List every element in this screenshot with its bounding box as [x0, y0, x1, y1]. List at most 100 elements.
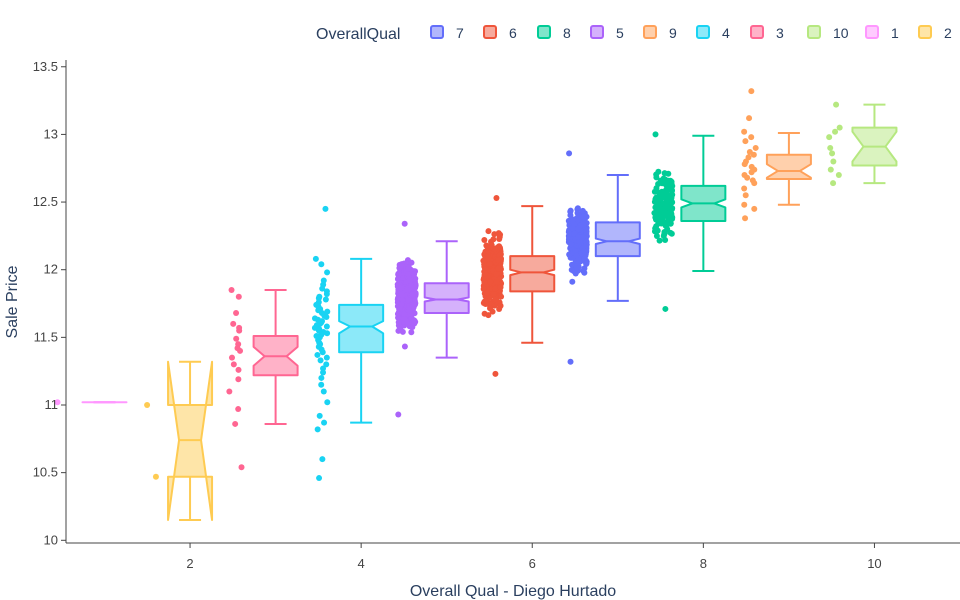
- data-point: [314, 426, 321, 433]
- data-point: [491, 285, 498, 292]
- data-point: [826, 134, 833, 141]
- data-point: [323, 354, 330, 361]
- data-point: [827, 166, 834, 173]
- legend-item-1[interactable]: 1: [865, 25, 899, 41]
- legend-item-8[interactable]: 8: [537, 25, 571, 41]
- box-trace-10: [826, 101, 898, 187]
- data-point: [832, 128, 839, 135]
- y-axis-title: Sale Price: [4, 265, 21, 338]
- data-point: [396, 290, 403, 297]
- data-point: [144, 402, 151, 408]
- x-tick-label: 8: [700, 556, 707, 571]
- legend-item-7[interactable]: 7: [430, 25, 464, 41]
- data-point: [833, 101, 840, 108]
- data-point: [668, 187, 675, 194]
- data-point: [238, 464, 245, 471]
- box: [594, 221, 641, 258]
- legend-item-2[interactable]: 2: [918, 25, 952, 41]
- data-point: [323, 291, 330, 298]
- data-point: [661, 170, 668, 177]
- data-point: [581, 248, 588, 255]
- legend-label: 10: [833, 25, 849, 41]
- data-point: [742, 138, 749, 145]
- data-point: [567, 358, 574, 365]
- data-point: [235, 293, 242, 300]
- x-tick-label: 6: [529, 556, 536, 571]
- data-point: [492, 296, 499, 303]
- data-point: [746, 115, 753, 122]
- data-point: [748, 134, 755, 141]
- data-point: [493, 195, 500, 201]
- legend-item-5[interactable]: 5: [590, 25, 624, 41]
- data-point: [399, 296, 406, 303]
- x-tick-label: 10: [867, 556, 881, 571]
- legend-item-10[interactable]: 10: [807, 25, 849, 41]
- data-point: [741, 128, 748, 135]
- data-point: [324, 330, 331, 337]
- legend-swatch: [590, 25, 604, 39]
- data-point: [401, 343, 408, 350]
- data-point: [752, 144, 759, 151]
- data-point: [668, 198, 675, 205]
- data-point: [235, 406, 242, 413]
- legend-swatch: [750, 25, 764, 39]
- data-point: [653, 185, 660, 192]
- data-point: [658, 214, 665, 221]
- data-point: [399, 328, 406, 335]
- data-point: [750, 151, 757, 158]
- box-trace-9: [741, 88, 812, 222]
- data-point: [652, 216, 659, 223]
- data-point: [668, 210, 675, 217]
- data-point: [492, 246, 499, 253]
- legend-swatch: [865, 25, 879, 39]
- data-point: [493, 278, 500, 285]
- data-point: [830, 180, 837, 187]
- box-trace-6: [480, 195, 556, 377]
- data-point: [406, 307, 413, 314]
- data-point: [495, 265, 502, 272]
- data-point: [496, 305, 503, 312]
- data-point: [482, 270, 489, 277]
- data-point: [829, 150, 836, 157]
- data-point: [662, 219, 669, 226]
- box: [423, 282, 470, 314]
- data-point: [237, 347, 244, 354]
- data-point: [660, 175, 667, 182]
- legend-item-6[interactable]: 6: [483, 25, 517, 41]
- data-point: [744, 174, 751, 181]
- data-point: [660, 180, 667, 187]
- legend-item-3[interactable]: 3: [750, 25, 784, 41]
- data-point: [316, 475, 323, 482]
- data-point: [742, 215, 749, 222]
- data-point: [575, 234, 582, 241]
- data-point: [316, 412, 323, 419]
- data-point: [485, 228, 492, 235]
- data-point: [579, 207, 586, 214]
- data-point: [485, 312, 492, 319]
- data-point: [483, 289, 490, 296]
- data-point: [566, 150, 573, 157]
- data-point: [494, 257, 501, 264]
- data-point: [395, 411, 402, 418]
- data-point: [312, 255, 319, 262]
- data-point: [323, 361, 330, 368]
- data-point: [395, 301, 402, 308]
- legend-item-9[interactable]: 9: [643, 25, 677, 41]
- data-point: [498, 293, 505, 300]
- data-point: [319, 285, 326, 292]
- data-point: [404, 271, 411, 278]
- data-point: [573, 265, 580, 272]
- legend-title: OverallQual: [316, 26, 400, 43]
- data-point: [666, 192, 673, 199]
- data-point: [228, 287, 235, 293]
- data-point: [661, 229, 668, 236]
- box: [765, 153, 812, 181]
- data-point: [570, 225, 577, 232]
- data-point: [406, 277, 413, 284]
- legend-swatch: [430, 25, 444, 39]
- y-tick-label: 12.5: [33, 194, 58, 209]
- x-tick-label: 2: [186, 556, 193, 571]
- data-point: [569, 278, 576, 285]
- legend-item-4[interactable]: 4: [696, 25, 730, 41]
- legend-swatch: [537, 25, 551, 39]
